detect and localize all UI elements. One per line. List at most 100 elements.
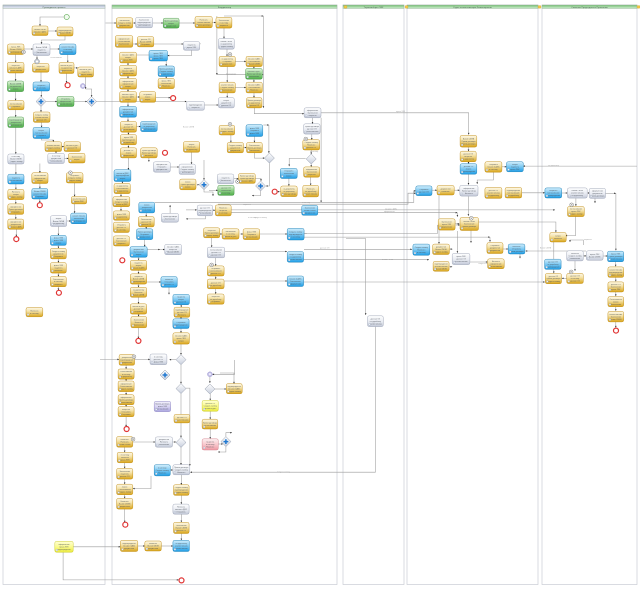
svg-text:оформление: оформление — [463, 187, 474, 190]
svg-text:Заключение: Заключение — [305, 208, 315, 210]
svg-text:Вызов СМЭВ: Вызов СМЭВ — [572, 190, 584, 192]
svg-text:письмо в ДМС: письмо в ДМС — [10, 226, 23, 228]
svg-text:Согласование: Согласование — [490, 266, 502, 268]
svg-text:Написать: Написать — [121, 501, 129, 503]
svg-text:Создать заявку: Создать заявку — [115, 201, 128, 203]
svg-text:запрос: запрос — [185, 187, 191, 189]
svg-text:оформление: оформление — [34, 177, 45, 180]
svg-text:запрос: запрос — [145, 97, 151, 99]
svg-text:Создать заявку: Создать заявку — [175, 469, 188, 471]
svg-text:Прием договора: Прием договора — [9, 209, 24, 211]
svg-text:анализ письма: анализ письма — [175, 546, 189, 548]
svg-text:Создать заявку: Создать заявку — [277, 471, 290, 473]
svg-text:Согласование: Согласование — [118, 41, 130, 43]
svg-text:Отправить: Отправить — [211, 268, 220, 270]
svg-text:Создать заявку: Создать заявку — [289, 231, 302, 233]
svg-text:письмо в ДМС: письмо в ДМС — [175, 509, 188, 511]
svg-text:оформление: оформление — [123, 154, 134, 157]
svg-text:Отправить: Отправить — [250, 130, 259, 132]
svg-text:запрос: запрос — [185, 182, 191, 184]
svg-text:врача ЛФК: врача ЛФК — [120, 459, 130, 462]
svg-text:данные ОЗ: данные ОЗ — [549, 276, 559, 278]
svg-text:на доработку: на доработку — [283, 191, 294, 193]
svg-text:подтверждение: подтверждение — [137, 25, 150, 27]
svg-text:оформление: оформление — [307, 109, 318, 112]
svg-text:Согласование: Согласование — [248, 87, 260, 89]
svg-text:Создать заявку: Создать заявку — [220, 46, 233, 48]
svg-text:Создать заявку: Создать заявку — [204, 406, 217, 408]
svg-text:Вызов СМЭВ: Вызов СМЭВ — [119, 503, 131, 505]
svg-text:документов: документов — [222, 64, 232, 66]
svg-text:письмо в ДМС: письмо в ДМС — [60, 65, 73, 67]
svg-text:оформление: оформление — [592, 190, 603, 193]
svg-text:на доработку: на доработку — [61, 68, 72, 70]
svg-text:в систему: в систему — [54, 281, 63, 283]
svg-text:данные ОЗ: данные ОЗ — [124, 150, 134, 152]
svg-text:анализ письма: анализ письма — [435, 266, 449, 268]
svg-text:пациента: пациента — [464, 156, 473, 158]
svg-text:данные ОЗ: данные ОЗ — [177, 312, 187, 314]
svg-text:Согласование: Согласование — [507, 192, 519, 194]
svg-text:Прием договора: Прием договора — [305, 126, 320, 128]
svg-text:Прием договора: Прием договора — [203, 423, 218, 425]
svg-text:пациента: пациента — [222, 177, 231, 179]
svg-text:Написать: Написать — [512, 246, 520, 248]
svg-text:на доработку: на доработку — [120, 376, 131, 378]
svg-text:Написать: Написать — [177, 506, 185, 508]
svg-text:в систему: в систему — [143, 210, 152, 212]
svg-text:врача ЛФК: врача ЛФК — [154, 361, 164, 364]
svg-text:Прием договора: Прием договора — [159, 68, 174, 70]
svg-text:Согласование: Согласование — [120, 402, 132, 404]
svg-text:документов: документов — [166, 25, 176, 27]
svg-text:документов: документов — [120, 25, 130, 27]
svg-text:пациента: пациента — [169, 249, 178, 251]
svg-text:данные ОЗ: данные ОЗ — [117, 227, 127, 229]
svg-text:Создать заявку: Создать заявку — [434, 251, 447, 253]
svg-text:Прием договора: Прием договора — [609, 256, 624, 258]
svg-text:Отправить: Отправить — [61, 99, 70, 101]
svg-text:Отправить: Отправить — [35, 196, 44, 198]
svg-text:Вызов СМЭВ: Вызов СМЭВ — [610, 319, 622, 321]
svg-text:анализ письма: анализ письма — [455, 261, 469, 263]
svg-text:на доработку: на доработку — [210, 299, 221, 301]
svg-text:данные ОЗ: данные ОЗ — [134, 309, 144, 311]
svg-text:оформление: оформление — [60, 100, 71, 103]
svg-text:Создать заявку: Создать заявку — [569, 214, 582, 216]
svg-text:в систему: в систему — [489, 169, 498, 171]
svg-text:Советник Председателя Правлени: Советник Председателя Правления — [571, 7, 608, 9]
svg-text:в систему: в систему — [248, 217, 256, 219]
svg-text:Заключение: Заключение — [73, 218, 83, 220]
svg-text:запрос: запрос — [145, 99, 151, 101]
svg-text:запрос: запрос — [55, 243, 61, 245]
svg-text:пациента: пациента — [82, 72, 91, 74]
svg-text:письмо в ДМС: письмо в ДМС — [385, 208, 398, 210]
svg-text:анализ письма: анализ письма — [609, 314, 623, 316]
svg-text:данные ОЗ: данные ОЗ — [611, 284, 621, 286]
svg-text:Прием договора: Прием договора — [462, 141, 477, 143]
svg-text:Написать: Написать — [178, 314, 186, 316]
svg-text:анализ письма: анализ письма — [289, 259, 303, 261]
svg-text:пациента: пациента — [124, 68, 133, 70]
svg-text:Написать: Написать — [149, 543, 157, 545]
svg-text:Заключение: Заключение — [119, 44, 129, 46]
svg-text:Согласование: Согласование — [221, 129, 233, 131]
svg-text:Создать заявку: Создать заявку — [160, 71, 173, 73]
svg-text:Согласование: Согласование — [570, 209, 582, 211]
svg-text:письмо в ДМС: письмо в ДМС — [167, 247, 180, 249]
svg-text:письмо в ДМС: письмо в ДМС — [122, 97, 135, 99]
svg-text:Отправить: Отправить — [512, 249, 521, 251]
svg-text:врача ЛФК: врача ЛФК — [571, 210, 581, 213]
svg-text:оформление: оформление — [10, 205, 21, 208]
svg-text:на доработку: на доработку — [283, 189, 294, 191]
svg-text:запрос: запрос — [56, 218, 62, 220]
svg-text:Согласование: Согласование — [35, 133, 47, 135]
svg-text:Отправить: Отправить — [117, 225, 126, 227]
svg-text:пациента: пациента — [54, 268, 63, 270]
svg-text:Написать: Написать — [206, 447, 214, 449]
svg-text:запрос: запрос — [613, 301, 619, 303]
svg-text:Согласование: Согласование — [204, 425, 216, 427]
svg-text:на доработку: на доработку — [53, 223, 64, 225]
svg-text:пациента: пациента — [188, 44, 197, 46]
svg-text:врача ЛФК: врача ЛФК — [117, 213, 127, 216]
svg-text:Заключение: Заключение — [133, 252, 143, 254]
